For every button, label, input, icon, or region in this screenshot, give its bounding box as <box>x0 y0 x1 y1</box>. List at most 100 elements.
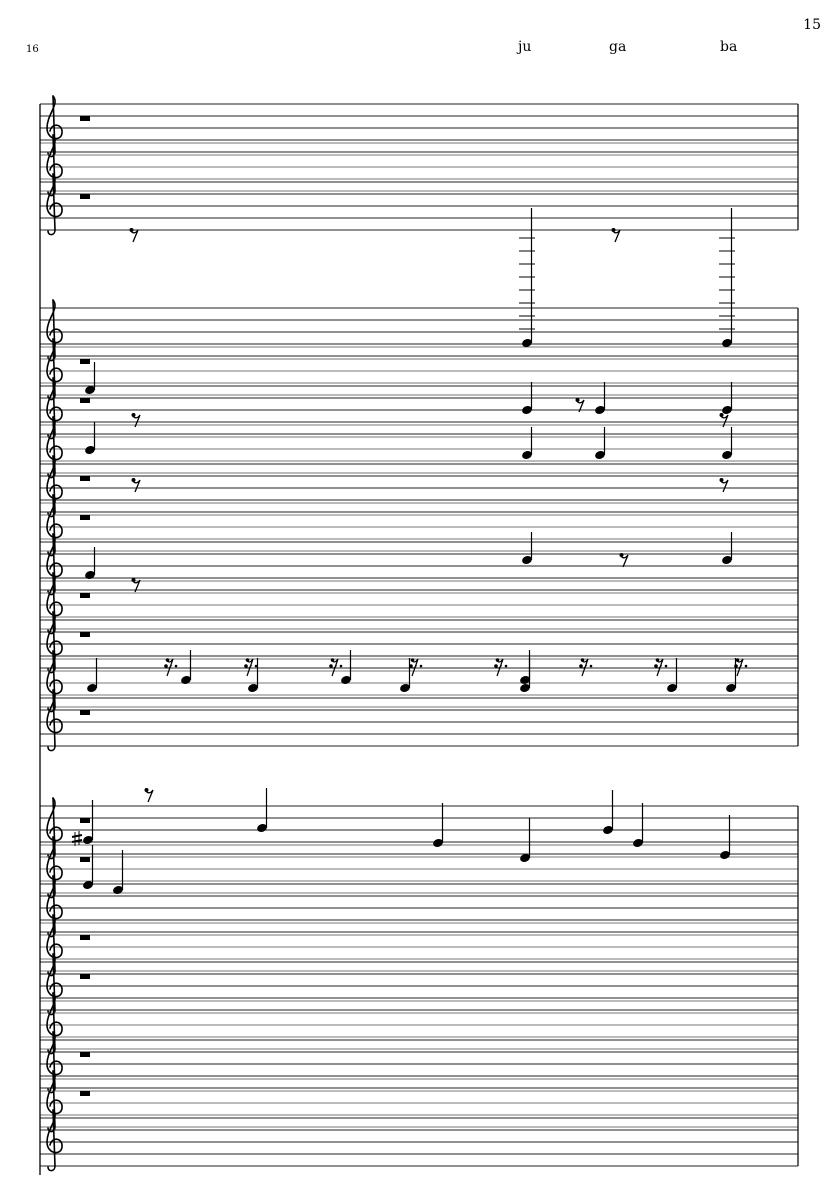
treble-clef-icon <box>46 953 63 1016</box>
clef-stem <box>47 173 56 236</box>
rest-icon <box>80 1091 90 1096</box>
dot <box>664 664 668 668</box>
sixteenth-rest-icon <box>494 658 508 677</box>
rest-stroke <box>655 658 664 677</box>
rest-stroke <box>620 554 629 568</box>
rest-dot <box>329 664 333 668</box>
dot <box>339 664 343 668</box>
sixteenth-rest-icon <box>734 658 748 677</box>
rest-icon <box>619 553 629 568</box>
treble-clef-icon <box>46 173 63 236</box>
treble-clef-icon <box>46 875 63 938</box>
rest-dot <box>734 664 738 668</box>
treble-clef-icon <box>46 1070 63 1133</box>
note-head <box>595 406 605 414</box>
rest-dot <box>131 578 136 582</box>
clef-stem <box>47 689 56 752</box>
clef-stem <box>47 1070 56 1133</box>
note-head <box>85 446 95 454</box>
rest-icon <box>80 476 90 481</box>
rest-icon <box>131 413 141 428</box>
note-head <box>341 676 351 684</box>
rest-icon <box>129 228 139 243</box>
clef-stem <box>47 455 56 518</box>
lyric-syllable: ba <box>720 39 738 55</box>
clef-stem <box>47 875 56 938</box>
clef-stem <box>47 299 56 362</box>
treble-clef-icon <box>46 650 63 713</box>
rest-stroke <box>410 658 419 677</box>
rest-icon <box>80 1052 90 1057</box>
rest-dot <box>611 228 616 232</box>
rest-icon <box>80 359 90 364</box>
note-head <box>722 556 732 564</box>
rest-icon <box>80 935 90 940</box>
treble-clef-icon <box>46 377 63 440</box>
treble-clef-icon <box>46 416 63 479</box>
rest-dot <box>719 478 724 482</box>
clef-stem <box>47 836 56 899</box>
lyric-syllable: ju <box>518 39 532 55</box>
dot <box>589 664 593 668</box>
sixteenth-rest-icon <box>409 658 423 677</box>
rest-dot <box>719 413 724 417</box>
note-head <box>722 451 732 459</box>
page-number: 15 <box>803 17 821 33</box>
rest-icon <box>80 632 90 637</box>
note-head <box>87 684 97 692</box>
note-head <box>722 406 732 414</box>
sixteenth-rest-icon <box>329 658 343 677</box>
note-head <box>85 571 95 579</box>
clef-stem <box>47 797 56 860</box>
dot <box>504 664 508 668</box>
dot <box>744 664 748 668</box>
sharp-icon <box>71 831 83 846</box>
rest-icon <box>80 593 90 598</box>
note-head <box>400 684 410 692</box>
rest-icon <box>719 413 729 428</box>
rest-dot <box>580 658 585 662</box>
clef-stem <box>47 1109 56 1172</box>
clef-stem <box>47 1031 56 1094</box>
note-head <box>720 851 730 859</box>
note-head <box>633 839 643 847</box>
rest-stroke <box>132 579 141 593</box>
note-head <box>722 339 732 347</box>
rest-dot <box>575 398 580 402</box>
note-head <box>520 676 530 684</box>
treble-clef-icon <box>46 455 63 518</box>
rest-dot <box>245 658 250 662</box>
rest-stroke <box>576 399 585 413</box>
rest-dot <box>579 664 583 668</box>
note-head <box>522 556 532 564</box>
sharp-stroke <box>71 834 83 838</box>
rest-dot <box>619 553 624 557</box>
note-head <box>113 886 123 894</box>
treble-clef-icon <box>46 914 63 977</box>
treble-clef-icon <box>46 689 63 752</box>
rest-stroke <box>720 479 729 493</box>
treble-clef-icon <box>46 611 63 674</box>
clef-stem <box>47 95 56 158</box>
rest-stroke <box>130 229 139 243</box>
note-head <box>83 881 93 889</box>
rest-dot <box>495 658 500 662</box>
lyric-syllable: ga <box>609 39 627 55</box>
rest-dot <box>494 664 498 668</box>
rest-stroke <box>330 658 339 677</box>
rest-icon <box>80 710 90 715</box>
rest-stroke <box>735 658 744 677</box>
measure-number: 16 <box>26 44 39 55</box>
note-head <box>85 386 95 394</box>
rest-icon <box>80 194 90 199</box>
rest-icon <box>719 478 729 493</box>
sixteenth-rest-icon <box>579 658 593 677</box>
rest-dot <box>735 658 740 662</box>
note-head <box>83 836 93 844</box>
clef-stem <box>47 338 56 401</box>
treble-clef-icon <box>46 494 63 557</box>
rest-stroke <box>132 414 141 428</box>
note-head <box>520 684 530 692</box>
clef-stem <box>47 377 56 440</box>
rest-stroke <box>580 658 589 677</box>
